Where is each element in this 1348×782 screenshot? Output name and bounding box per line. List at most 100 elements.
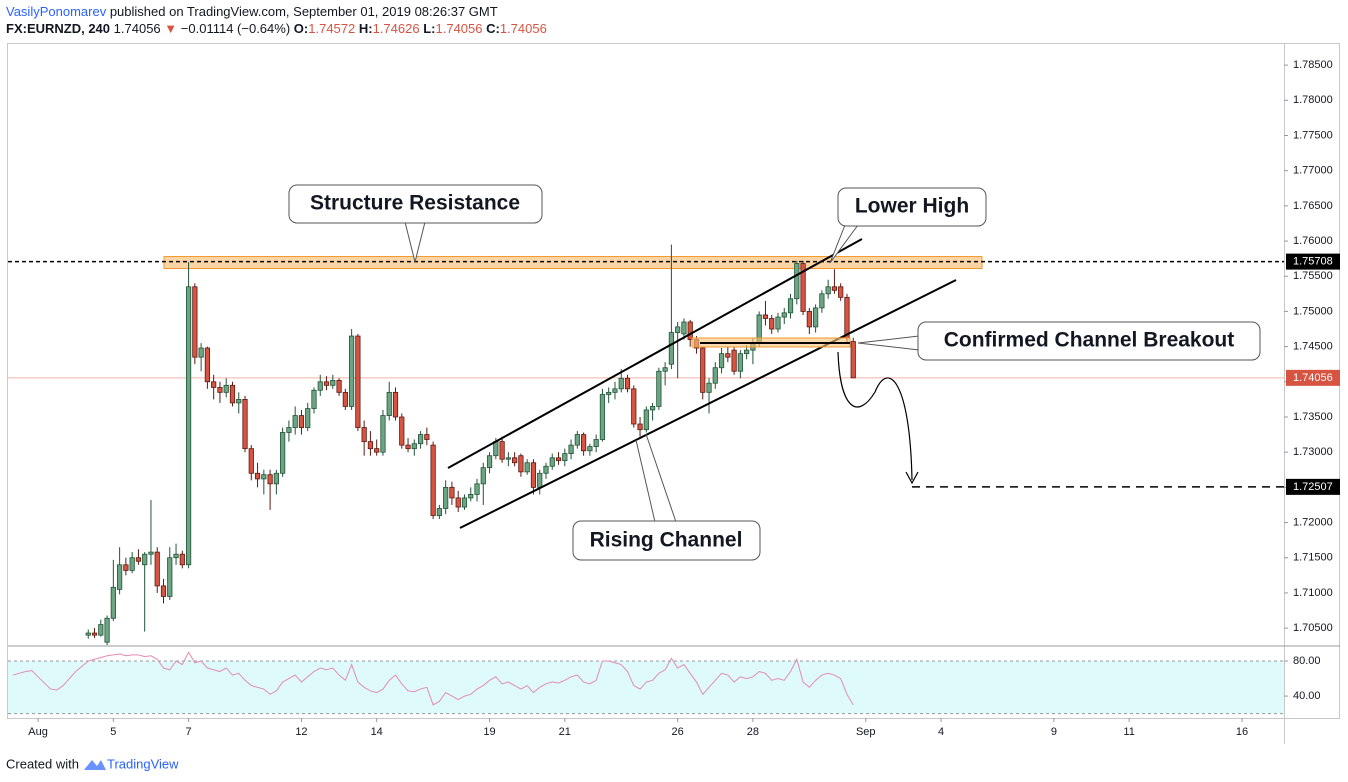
candle-body: [781, 312, 787, 318]
candle-body: [819, 293, 825, 309]
candle-body: [461, 497, 468, 508]
candle-body: [524, 462, 530, 473]
candle-body: [631, 388, 637, 425]
candle-body: [248, 448, 254, 474]
symbol: FX:EURNZD, 240: [6, 21, 110, 36]
x-tick-label: 16: [1236, 726, 1248, 738]
candle-body: [411, 443, 417, 450]
y-tick-label: 1.78500: [1293, 59, 1333, 71]
candle-body: [744, 349, 750, 355]
candle-body: [261, 474, 267, 480]
published: published on TradingView.com, September …: [110, 4, 498, 19]
resistance-label: 1.75708: [1293, 256, 1333, 268]
candle-body: [800, 263, 806, 312]
candle-body: [794, 263, 800, 300]
candle-body: [98, 624, 104, 636]
candle-body: [267, 474, 273, 485]
candle-body: [323, 381, 330, 386]
callout-tail: [829, 224, 859, 264]
candle-body: [668, 332, 674, 365]
candle-body: [355, 335, 361, 428]
y-tick-label: 1.72000: [1293, 516, 1333, 528]
x-tick-label: Aug: [28, 726, 48, 738]
logo: [84, 760, 106, 770]
candle-body: [273, 472, 279, 485]
candle-body: [380, 415, 386, 453]
candle-body: [160, 585, 167, 597]
candle-body: [700, 347, 706, 393]
candle-body: [606, 391, 612, 395]
candle-body: [612, 388, 618, 393]
candle-body: [737, 353, 743, 372]
candle-body: [718, 353, 725, 369]
y-tick-label: 1.71500: [1293, 552, 1333, 564]
x-tick-label: 9: [1051, 726, 1057, 738]
candle-body: [330, 379, 336, 386]
candle-body: [85, 632, 91, 636]
candle-body: [468, 493, 474, 499]
y-tick-label: 1.75500: [1293, 270, 1333, 282]
change: −0.01114 (−0.64%): [181, 21, 290, 36]
y-tick-label: 1.77000: [1293, 165, 1333, 177]
y-tick-label: 1.73000: [1293, 446, 1333, 458]
candle-body: [392, 391, 399, 418]
high-label: H:: [359, 21, 373, 36]
callout-tail: [404, 221, 426, 263]
candle-body: [838, 286, 844, 298]
candle-body: [662, 367, 668, 372]
candle-body: [624, 377, 631, 390]
candle-body: [850, 341, 856, 379]
channel-upper: [447, 238, 863, 469]
candle-body: [198, 347, 204, 358]
candle-body: [223, 384, 229, 393]
x-tick-label: 14: [371, 726, 383, 738]
candle-body: [831, 286, 838, 291]
x-tick-label: 28: [747, 726, 759, 738]
close-label: C:: [486, 21, 500, 36]
x-tick-label: 26: [672, 726, 684, 738]
candle-body: [549, 457, 555, 467]
footer-text: Created with: [6, 756, 79, 771]
footer-brand[interactable]: TradingView: [107, 756, 179, 771]
target-label-box: [1286, 478, 1340, 495]
candle-body: [104, 617, 110, 643]
candle-body: [725, 353, 731, 358]
candle-body: [455, 497, 461, 508]
author[interactable]: VasilyPonomarev: [6, 4, 107, 19]
candle-body: [342, 391, 348, 407]
y-tick-label: 1.76500: [1293, 200, 1333, 212]
candle-body: [142, 553, 148, 566]
candle-body: [599, 394, 606, 440]
callout-box: [288, 184, 543, 224]
y-tick-label: 1.77500: [1293, 129, 1333, 141]
candle-body: [154, 551, 160, 587]
candle-body: [117, 564, 123, 590]
candle-body: [656, 370, 662, 407]
candle-body: [493, 441, 499, 457]
candle-body: [123, 564, 129, 571]
open-value: 1.74572: [308, 21, 355, 36]
candle-body: [148, 551, 154, 555]
header-line-1: VasilyPonomarev published on TradingView…: [6, 4, 498, 19]
candle-body: [775, 316, 781, 330]
close-value: 1.74056: [500, 21, 547, 36]
annotation: Rising Channel: [590, 529, 743, 552]
candle-body: [179, 553, 185, 566]
target-label: 1.72507: [1293, 481, 1333, 493]
candle-body: [813, 307, 819, 328]
x-tick-label: 5: [110, 726, 116, 738]
candle-body: [712, 367, 718, 384]
low-value: 1.74056: [436, 21, 483, 36]
plot-area: [8, 244, 1284, 715]
axis-labels: 1.705001.710001.715001.720001.725001.730…: [28, 59, 1340, 738]
candle-body: [129, 557, 135, 571]
y-tick-label: 1.74500: [1293, 341, 1333, 353]
candle-body: [574, 434, 580, 446]
candle-body: [91, 632, 98, 636]
candle-body: [505, 457, 511, 460]
resistance-label-box: [1286, 253, 1340, 270]
candle-body: [242, 398, 248, 450]
high-value: 1.74626: [373, 21, 420, 36]
candle-body: [618, 377, 624, 390]
